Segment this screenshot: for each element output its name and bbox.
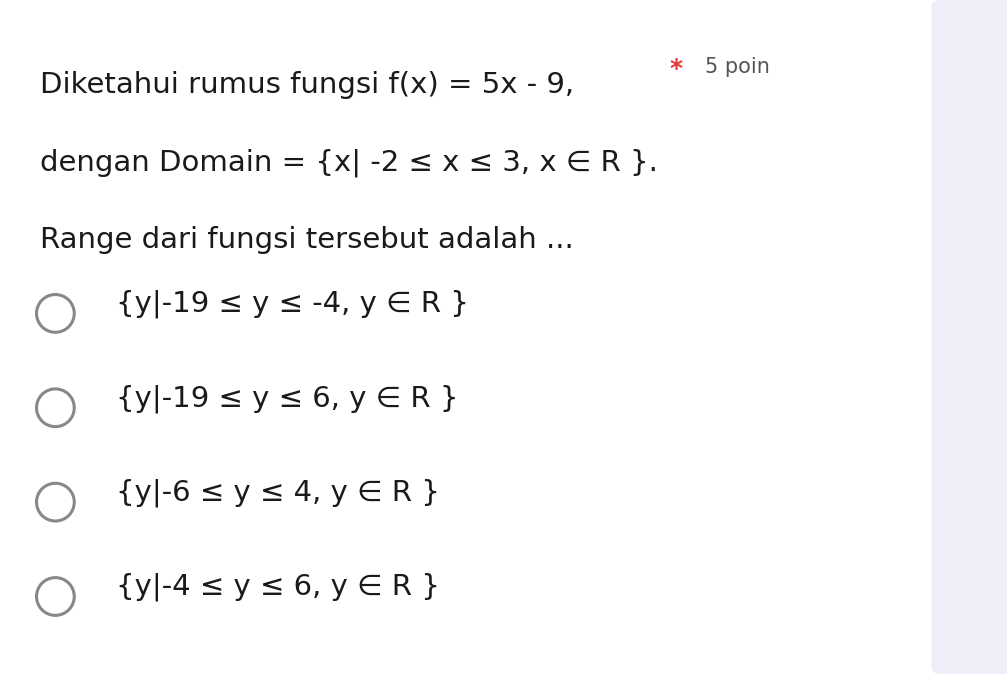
Text: {y|-19 ≤ y ≤ 6, y ∈ R }: {y|-19 ≤ y ≤ 6, y ∈ R } [116,384,458,412]
Text: {y|-4 ≤ y ≤ 6, y ∈ R }: {y|-4 ≤ y ≤ 6, y ∈ R } [116,573,440,601]
Text: dengan Domain = {x| -2 ≤ x ≤ 3, x ∈ R }.: dengan Domain = {x| -2 ≤ x ≤ 3, x ∈ R }. [40,148,659,177]
FancyBboxPatch shape [931,0,1007,674]
Text: {y|-6 ≤ y ≤ 4, y ∈ R }: {y|-6 ≤ y ≤ 4, y ∈ R } [116,479,440,507]
Text: Range dari fungsi tersebut adalah ...: Range dari fungsi tersebut adalah ... [40,226,574,254]
Text: Diketahui rumus fungsi f(x) = 5x - 9,: Diketahui rumus fungsi f(x) = 5x - 9, [40,71,574,99]
Text: 5 poin: 5 poin [705,57,769,78]
Text: *: * [670,57,683,82]
Text: {y|-19 ≤ y ≤ -4, y ∈ R }: {y|-19 ≤ y ≤ -4, y ∈ R } [116,290,468,318]
